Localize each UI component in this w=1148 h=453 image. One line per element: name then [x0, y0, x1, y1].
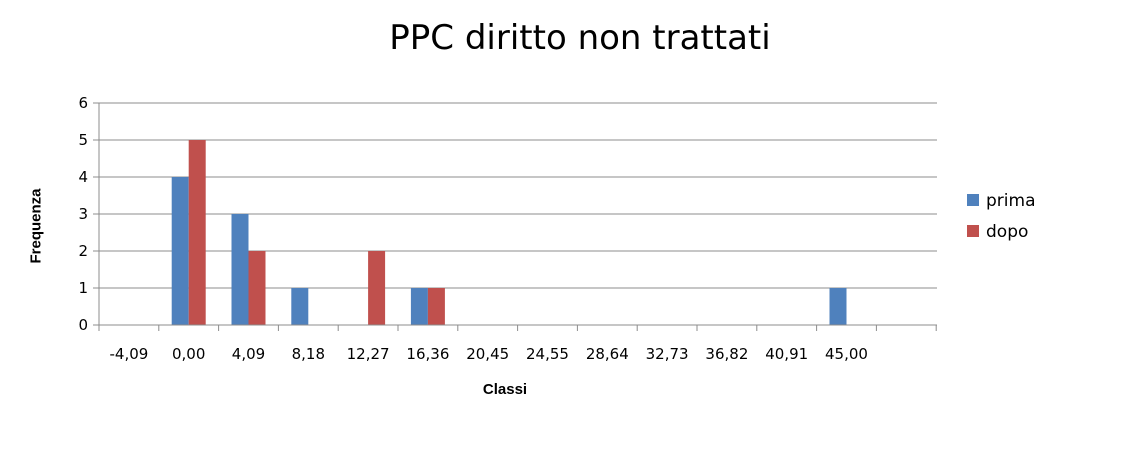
x-axis-label: Classi: [482, 381, 528, 398]
x-tick-label: 28,64: [586, 345, 629, 363]
y-tick-label: 3: [78, 205, 88, 223]
y-tick-label: 5: [78, 131, 88, 149]
gridlines: [99, 102, 937, 289]
bar-prima-1: [171, 177, 189, 325]
bar-prima-5: [410, 288, 428, 325]
y-tick-label: 0: [78, 316, 88, 334]
bar-prima-12: [829, 288, 847, 325]
legend: prima dopo: [967, 191, 1035, 242]
bar-dopo-4: [368, 251, 386, 325]
x-tick-label: 32,73: [646, 345, 689, 363]
x-tick-label: 20,45: [466, 345, 509, 363]
bar-dopo-2: [248, 251, 266, 325]
x-tick-label: 45,00: [825, 345, 868, 363]
axes: 0 1 2 3 4 5 6 -4,09 0,00 4,09 8,18 12,27 16,36 20,45 2…: [78, 94, 937, 363]
chart-title: PPC diritto non trattati: [389, 18, 771, 58]
bars: [171, 140, 847, 325]
legend-swatch-prima: [967, 194, 979, 206]
bar-prima-2: [231, 214, 249, 325]
y-tick-label: 1: [78, 279, 88, 297]
x-tick-label: 40,91: [765, 345, 808, 363]
y-tick-label: 6: [78, 94, 88, 112]
x-tick-label: 0,00: [172, 345, 205, 363]
legend-swatch-dopo: [967, 225, 979, 237]
legend-label-prima: prima: [986, 191, 1035, 211]
y-tick-label: 2: [78, 242, 88, 260]
x-tick-label: 4,09: [232, 345, 265, 363]
x-tick-label: -4,09: [109, 345, 148, 363]
bar-dopo-1: [188, 140, 206, 325]
x-tick-label: 12,27: [347, 345, 390, 363]
bar-prima-3: [291, 288, 309, 325]
x-tick-label: 8,18: [292, 345, 325, 363]
x-tick-label: 36,82: [705, 345, 748, 363]
bar-dopo-5: [427, 288, 445, 325]
y-tick-label: 4: [78, 168, 88, 186]
x-tick-label: 24,55: [526, 345, 569, 363]
x-tick-label: 16,36: [406, 345, 449, 363]
legend-label-dopo: dopo: [986, 222, 1028, 242]
